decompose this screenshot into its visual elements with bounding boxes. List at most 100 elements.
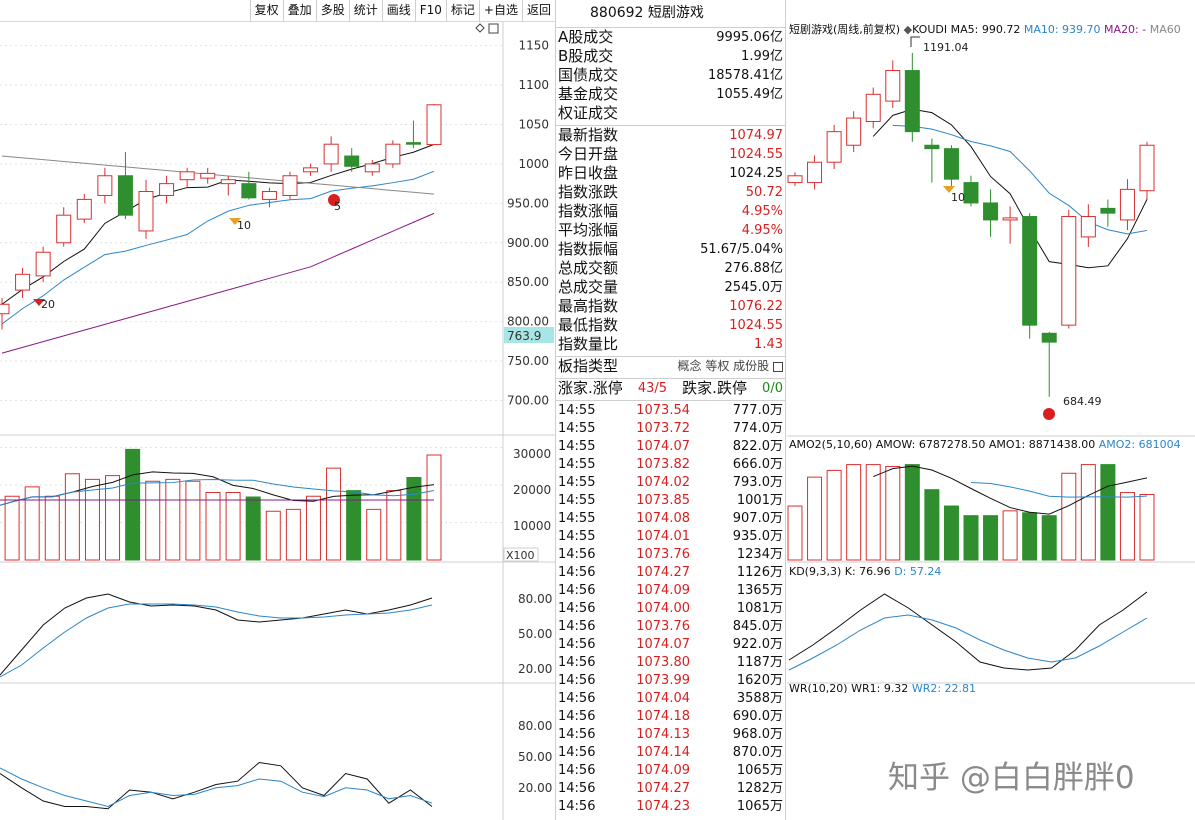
- k-label: K: 76.96: [844, 565, 891, 578]
- ma10-label: MA10: 939.70: [1023, 23, 1101, 36]
- right-wr-header: WR(10,20) WR1: 9.32 WR2: 22.81: [789, 683, 1195, 693]
- tick-time: 14:56: [558, 601, 596, 616]
- tick-time: 14:56: [558, 619, 596, 634]
- right-amo-header: AMO2(5,10,60) AMOW: 6787278.50 AMO1: 887…: [789, 437, 1195, 453]
- tick-volume: 1081万: [736, 601, 783, 616]
- volume-bar: [305, 495, 321, 561]
- price-axis: 1150 1100 1050 1000 950.00 900.00 850.00 800.00…: [507, 39, 549, 408]
- tick-price: 1074.07: [636, 637, 690, 652]
- toolbar-button-multi-stock[interactable]: 多股: [315, 0, 349, 22]
- wr2-line: [0, 767, 433, 808]
- tick-volume: 870.0万: [732, 745, 783, 760]
- amo-bar: [1041, 515, 1057, 561]
- volume-bar: [326, 467, 342, 561]
- d-line: [0, 603, 433, 678]
- chart-toolbar: 复权 叠加 多股 统计 画线 F10 标记 +自选 返回: [0, 0, 555, 22]
- wr2-label: WR2: 22.81: [911, 683, 977, 693]
- turnover-row: B股成交 1.99亿: [556, 47, 785, 66]
- ma5-label: MA5: 990.72: [950, 23, 1021, 36]
- tick-time: 14:56: [558, 583, 596, 598]
- marker-label: 10: [951, 191, 965, 204]
- amo-bar: [787, 505, 803, 561]
- tick-price: 1074.13: [636, 727, 690, 742]
- amo-bar: [1100, 464, 1116, 561]
- index-stats-list: 最新指数 1074.97 今日开盘 1024.55 昨日收盘 1024.25 指数涨跌 50.…: [556, 126, 785, 354]
- wr-axis-label: 80.00: [518, 719, 552, 733]
- tick-price: 1074.27: [636, 781, 690, 796]
- stat-row-value: 4.95%: [741, 223, 783, 238]
- candle-body: [1100, 207, 1116, 214]
- candle-body: [159, 183, 175, 196]
- d-line: [788, 614, 1148, 671]
- tick-row: 14:55 1073.85 1001万: [556, 492, 785, 510]
- stat-row-label: 最低指数: [558, 316, 619, 334]
- toolbar-button-mark[interactable]: 标记: [445, 0, 479, 22]
- tick-row: 14:56 1074.09 1065万: [556, 762, 785, 780]
- price-axis-label: 1050: [518, 118, 549, 132]
- market-turnover-list: A股成交 9995.06亿 B股成交 1.99亿 国债成交 18578.41亿 基金成交 10…: [556, 28, 785, 123]
- tick-time: 14:55: [558, 529, 596, 544]
- toolbar-button-overlay[interactable]: 叠加: [282, 0, 316, 22]
- tick-row: 14:56 1073.99 1620万: [556, 672, 785, 690]
- turnover-row-label: 权证成交: [558, 104, 619, 122]
- sector-type-row: 板指类型 概念 等权 成份股: [556, 357, 785, 376]
- stat-row-value: 276.88亿: [724, 261, 784, 276]
- candle-body: [426, 104, 442, 146]
- stat-row-value: 2545.0万: [724, 280, 784, 295]
- tick-price: 1074.07: [636, 439, 690, 454]
- right-chart-area[interactable]: 1191.04 684.49 10: [787, 22, 1195, 820]
- index-code: 880692: [590, 5, 644, 21]
- stat-row-value: 4.95%: [741, 204, 783, 219]
- low-annotation: 684.49: [1043, 395, 1102, 420]
- breadth-row: 涨家.涨停 43/5 跌家.跌停 0/0: [556, 379, 785, 398]
- right-amo-lines: [873, 465, 1148, 515]
- tick-price: 1074.02: [636, 475, 690, 490]
- turnover-row-value: 1055.49亿: [716, 87, 783, 102]
- tick-volume: 935.0万: [732, 529, 783, 544]
- amo-bar: [1139, 493, 1155, 561]
- tick-price: 1074.23: [636, 799, 690, 814]
- panel-corner-icons[interactable]: [475, 23, 499, 34]
- volume-unit-box: [503, 547, 539, 562]
- volume-bar: [44, 495, 60, 561]
- down-count-value: 0/0: [762, 381, 783, 396]
- candle-body: [1022, 216, 1038, 326]
- volume-axis-label: 10000: [513, 519, 551, 533]
- toolbar-button-fuquan[interactable]: 复权: [249, 0, 283, 22]
- candle-body: [323, 143, 339, 165]
- d-label: D: 57.24: [894, 565, 942, 578]
- tick-price: 1074.27: [636, 565, 690, 580]
- toolbar-button-add-watchlist[interactable]: +自选: [478, 0, 522, 22]
- volume-axis-label: 30000: [513, 447, 551, 461]
- ma10-line: [1, 170, 435, 325]
- candle-body: [943, 148, 959, 180]
- diamond-toggle-icon[interactable]: [475, 23, 485, 33]
- toolbar-button-f10[interactable]: F10: [414, 0, 446, 22]
- price-axis-label: 1150: [518, 39, 549, 53]
- sector-type-links[interactable]: 概念 等权 成份股: [678, 357, 783, 376]
- tick-time: 14:56: [558, 565, 596, 580]
- tick-list[interactable]: 14:55 1073.54 777.0万 14:55 1073.72 774.0万 14:5…: [556, 401, 785, 816]
- koudi-icon: ◆: [903, 23, 913, 36]
- candle-body: [0, 303, 10, 315]
- left-chart-area[interactable]: 1150 1100 1050 1000 950.00 900.00 850.00 800.00…: [0, 22, 555, 820]
- wr-axis-label: 20.00: [518, 781, 552, 795]
- tick-price: 1073.72: [636, 421, 690, 436]
- right-marker-10: 10: [943, 186, 965, 204]
- amo2-label: AMO2: 681004: [1098, 438, 1181, 451]
- tick-row: 14:56 1073.76 845.0万: [556, 618, 785, 636]
- candle-body: [807, 161, 823, 184]
- tick-volume: 845.0万: [732, 619, 783, 634]
- diamond-icon: [943, 186, 955, 193]
- window-toggle-icon[interactable]: [488, 23, 499, 34]
- kd-name: KD(9,3,3): [789, 565, 842, 578]
- index-title: 880692 短剧游戏: [556, 0, 785, 28]
- amo-bar: [904, 464, 920, 561]
- volume-bar: [426, 454, 442, 561]
- left-ma-lines: [1, 143, 435, 354]
- volume-bar: [205, 492, 221, 561]
- toolbar-button-statistics[interactable]: 统计: [348, 0, 382, 22]
- toolbar-button-back[interactable]: 返回: [521, 0, 555, 22]
- toolbar-button-draw-line[interactable]: 画线: [381, 0, 415, 22]
- turnover-row-label: A股成交: [558, 28, 614, 46]
